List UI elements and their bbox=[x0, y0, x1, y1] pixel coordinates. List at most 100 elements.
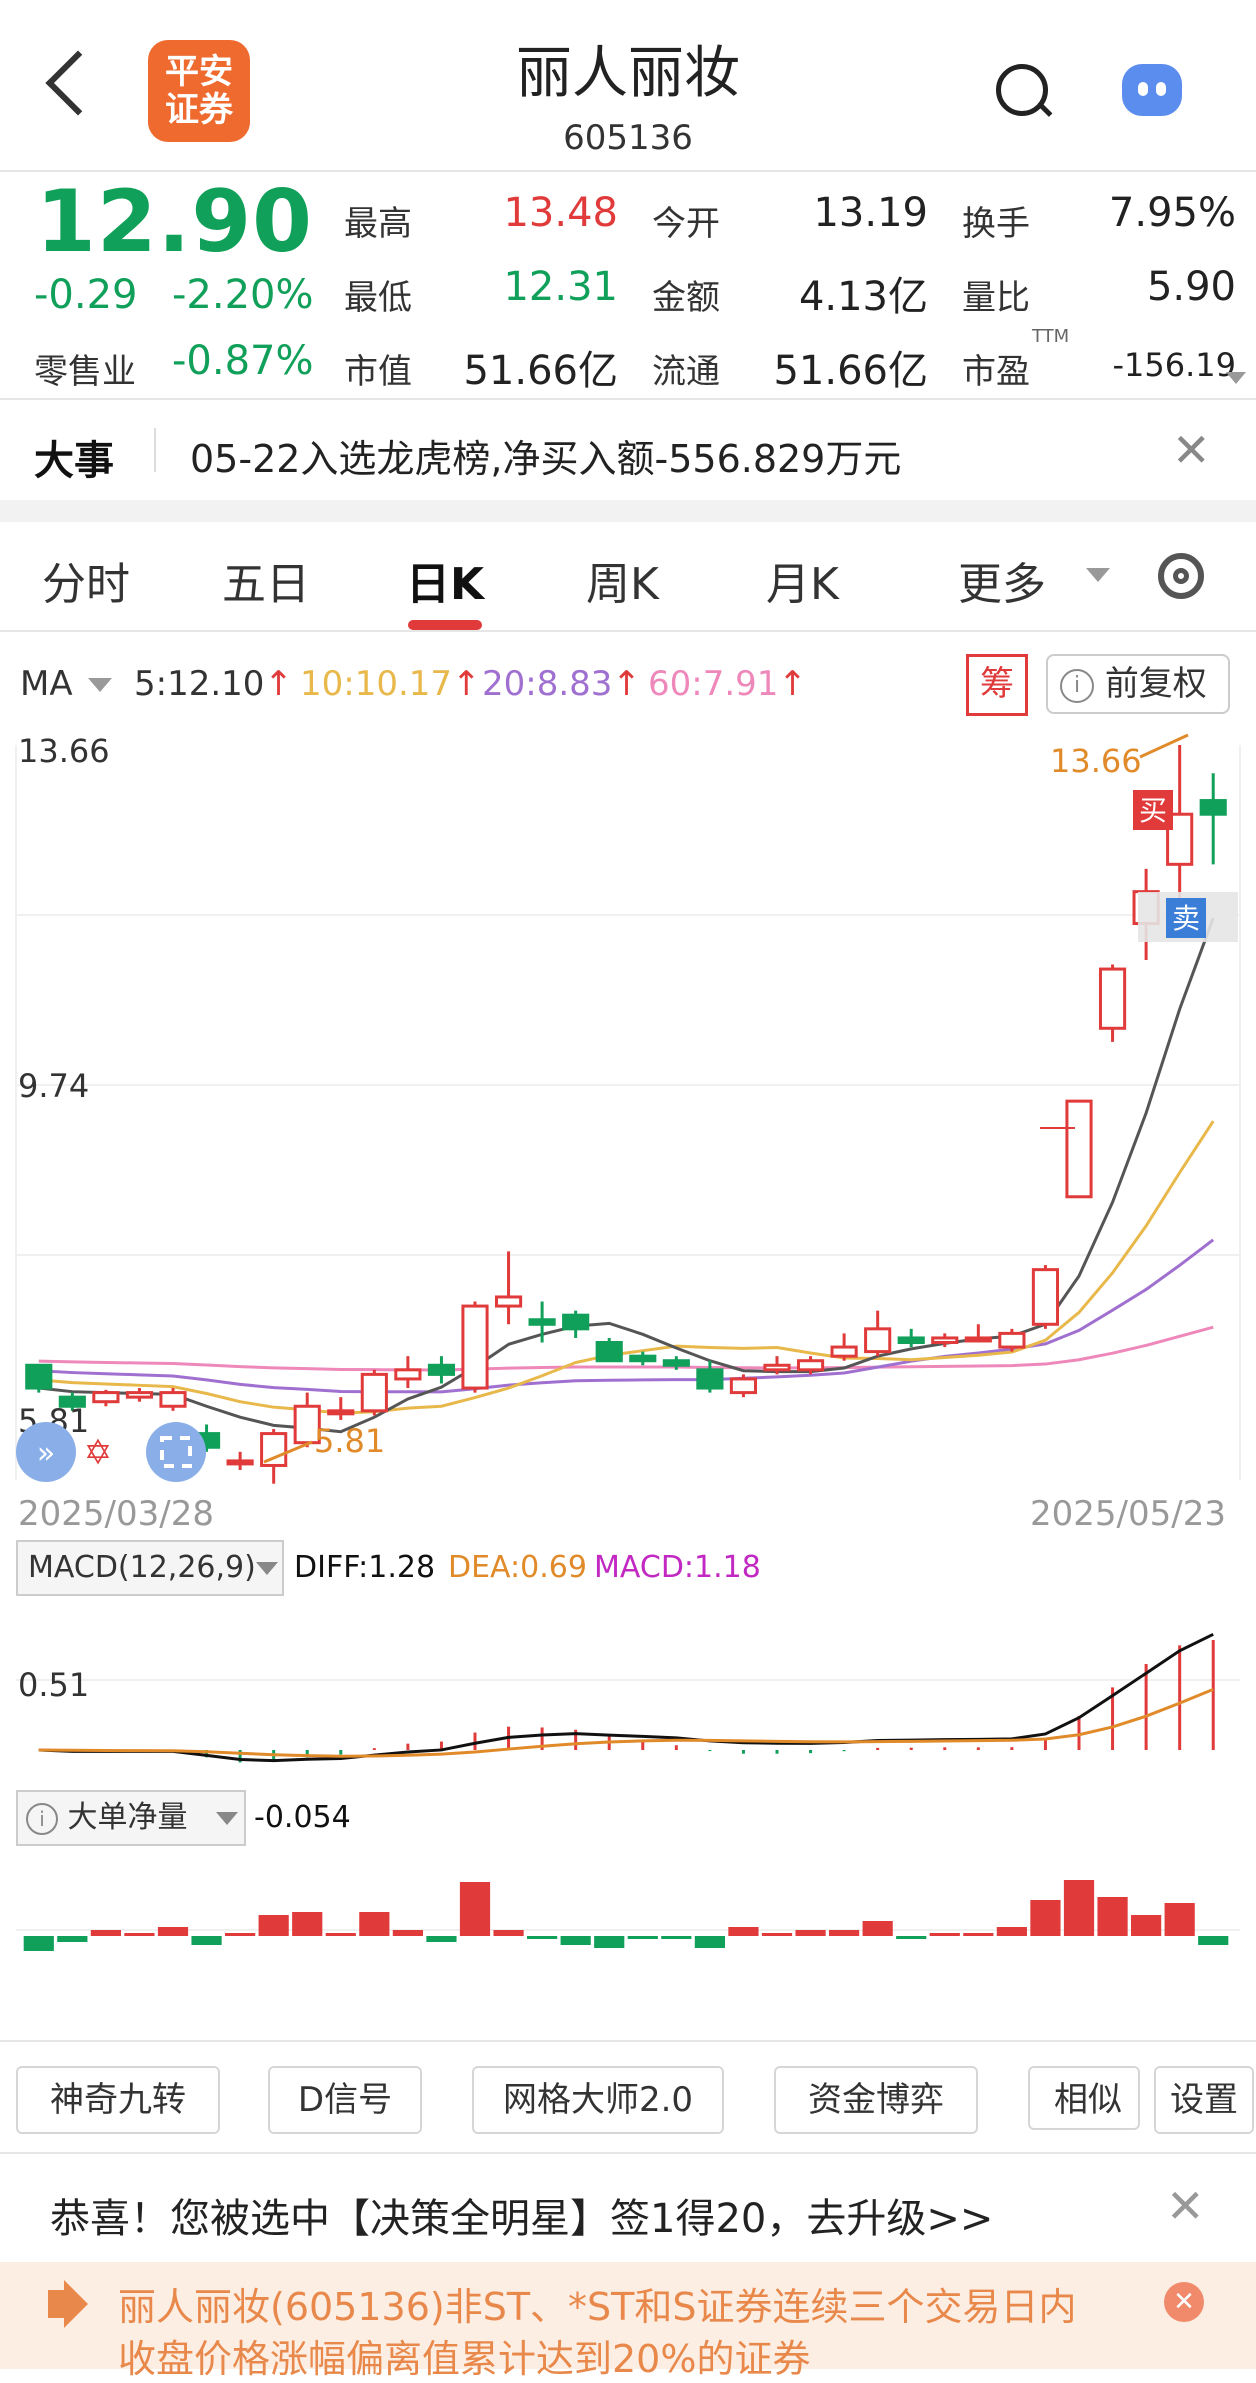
ma60-text: 60:7.91 bbox=[648, 664, 779, 704]
kline-chart[interactable]: 13.66 5.81 买 卖 13.66 9.74 5.81 » ✡ bbox=[0, 720, 1256, 1520]
tab-five-day[interactable]: 五日 bbox=[222, 559, 310, 610]
star-icon[interactable]: ✡ bbox=[84, 1433, 113, 1473]
cap-value: 51.66亿 bbox=[463, 348, 618, 394]
info-icon: i bbox=[1060, 668, 1094, 703]
y-axis-mid: 9.74 bbox=[18, 1067, 89, 1105]
tab-more[interactable]: 更多 bbox=[958, 559, 1046, 610]
candle-up bbox=[260, 1432, 288, 1467]
close-icon[interactable]: ✕ bbox=[1172, 423, 1211, 477]
risk-notice-bar[interactable]: 丽人丽妆(605136)非ST、*ST和S证券连续三个交易日内 收盘价格涨幅偏离… bbox=[0, 2262, 1256, 2381]
fund-game-button[interactable]: 资金博弈 bbox=[774, 2066, 978, 2134]
bigorder-bar bbox=[157, 1927, 189, 1936]
candle-up bbox=[763, 1363, 791, 1372]
volratio-value: 5.90 bbox=[1146, 264, 1236, 310]
ma-dropdown-icon[interactable] bbox=[88, 678, 112, 692]
adjust-mode-button[interactable]: i 前复权 bbox=[1046, 654, 1230, 714]
candle-up bbox=[125, 1391, 154, 1399]
tab-weekly-k[interactable]: 周K bbox=[586, 559, 659, 610]
similar-k-button[interactable]: 相似K bbox=[1028, 2066, 1140, 2130]
buy-badge-text: 买 bbox=[1139, 794, 1167, 827]
candle-up bbox=[159, 1391, 187, 1408]
macd-dropdown-icon bbox=[256, 1562, 278, 1575]
macd-dea: DEA:0.69 bbox=[448, 1550, 587, 1585]
settings-gear-icon[interactable] bbox=[1158, 553, 1204, 599]
bigorder-chart bbox=[16, 1880, 1240, 1951]
volratio-label: 量比 bbox=[962, 278, 1030, 318]
bigorder-bar bbox=[392, 1930, 423, 1936]
ma10-up-icon: ↑ bbox=[452, 664, 481, 704]
speaker-icon bbox=[48, 2290, 64, 2318]
settings-button[interactable]: 设置 bbox=[1154, 2066, 1254, 2134]
low-label: 最低 bbox=[344, 278, 412, 318]
event-text[interactable]: 05-22入选龙虎榜,净买入额-556.829万元 bbox=[190, 437, 902, 481]
section-gap bbox=[0, 500, 1256, 522]
macd-indicator-button[interactable]: MACD(12,26,9) bbox=[16, 1540, 284, 1596]
open-value: 13.19 bbox=[813, 190, 928, 236]
divider bbox=[0, 630, 1256, 632]
bigorder-bar bbox=[1131, 1915, 1162, 1936]
bigorder-bar bbox=[862, 1921, 893, 1936]
event-label: 大事 bbox=[34, 438, 114, 484]
industry-label[interactable]: 零售业 bbox=[34, 352, 136, 392]
back-arrow-icon[interactable] bbox=[45, 50, 111, 116]
bigorder-bar bbox=[426, 1936, 457, 1942]
bigorder-indicator-button[interactable]: i 大单净量 bbox=[16, 1790, 246, 1846]
bigorder-bar bbox=[191, 1936, 222, 1945]
buy-badge[interactable]: 买 bbox=[1133, 790, 1173, 830]
bigorder-bar bbox=[325, 1933, 356, 1936]
bigorder-bar bbox=[258, 1915, 289, 1936]
candle-down bbox=[427, 1363, 456, 1376]
macd-chart: 0.51 bbox=[16, 1632, 1240, 1763]
sell-badge[interactable]: 卖 bbox=[1138, 892, 1238, 942]
low-marker-text: 5.81 bbox=[314, 1422, 385, 1460]
close-notice-icon[interactable]: ✕ bbox=[1164, 2282, 1204, 2322]
bigorder-bars bbox=[23, 1880, 1229, 1951]
divider bbox=[0, 170, 1256, 172]
candle-up bbox=[796, 1359, 825, 1372]
chip-distribution-button[interactable]: 筹 bbox=[966, 654, 1028, 716]
candle-up bbox=[494, 1295, 523, 1308]
bigorder-bar bbox=[929, 1933, 960, 1936]
high-marker-line bbox=[1139, 733, 1189, 759]
cap-label: 市值 bbox=[344, 352, 412, 392]
bigorder-bar bbox=[627, 1936, 658, 1939]
bigorder-bar bbox=[761, 1933, 793, 1936]
search-icon[interactable] bbox=[996, 64, 1048, 116]
bigorder-dropdown-icon bbox=[216, 1812, 238, 1825]
scroll-left-button[interactable]: » bbox=[16, 1422, 76, 1482]
logo-line1: 平安 bbox=[165, 52, 233, 92]
bigorder-bar bbox=[1097, 1897, 1128, 1936]
bigorder-bar bbox=[594, 1936, 625, 1948]
magic-nine-button[interactable]: 神奇九转 bbox=[16, 2066, 220, 2134]
bigorder-bar bbox=[225, 1933, 256, 1936]
bigorder-bar bbox=[694, 1936, 725, 1948]
low-value: 12.31 bbox=[503, 264, 618, 310]
industry-pct: -0.87% bbox=[172, 338, 314, 384]
fullscreen-button[interactable] bbox=[146, 1422, 206, 1482]
robot-assistant-icon[interactable] bbox=[1122, 64, 1182, 116]
more-dropdown-icon[interactable] bbox=[1086, 568, 1110, 582]
stock-name: 丽人丽妆 bbox=[516, 41, 740, 106]
expand-caret-icon[interactable] bbox=[1226, 372, 1246, 384]
candle-up bbox=[931, 1336, 959, 1345]
tab-daily-k[interactable]: 日K bbox=[406, 559, 485, 610]
candle-up bbox=[729, 1377, 758, 1395]
tab-intraday[interactable]: 分时 bbox=[42, 559, 130, 610]
price-change-pct: -2.20% bbox=[172, 272, 314, 318]
candle-down bbox=[562, 1313, 590, 1331]
d-signal-button[interactable]: D信号 bbox=[268, 2066, 422, 2134]
close-icon[interactable]: ✕ bbox=[1166, 2179, 1205, 2233]
candles bbox=[25, 745, 1227, 1484]
bigorder-bar bbox=[661, 1936, 692, 1939]
promo-text[interactable]: 恭喜！您被选中【决策全明星】签1得20，去升级>> bbox=[50, 2196, 994, 2242]
bigorder-bar bbox=[90, 1930, 121, 1936]
buy-badge-bg bbox=[1133, 790, 1173, 830]
candle-down bbox=[58, 1395, 86, 1408]
grid-master-button[interactable]: 网格大师2.0 bbox=[472, 2066, 724, 2134]
ma10-text: 10:10.17 bbox=[300, 664, 453, 704]
ma-label[interactable]: MA bbox=[20, 664, 73, 704]
bigorder-bar bbox=[795, 1930, 826, 1936]
ma20-up-icon: ↑ bbox=[612, 664, 641, 704]
tab-monthly-k[interactable]: 月K bbox=[766, 559, 839, 610]
pe-ttm-sup: TTM bbox=[1032, 326, 1070, 347]
